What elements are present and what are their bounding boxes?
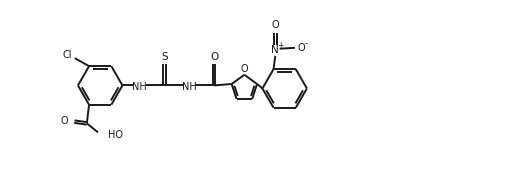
Text: NH: NH — [132, 82, 147, 92]
Text: O: O — [297, 43, 305, 53]
Text: O: O — [210, 52, 218, 62]
Text: O: O — [241, 64, 248, 74]
Text: O: O — [61, 116, 69, 126]
Text: O: O — [271, 20, 279, 30]
Text: N: N — [271, 44, 279, 55]
Text: +: + — [278, 41, 284, 50]
Text: NH: NH — [182, 82, 197, 92]
Text: HO: HO — [108, 130, 123, 140]
Text: Cl: Cl — [63, 50, 73, 60]
Text: -: - — [304, 39, 308, 48]
Text: S: S — [161, 52, 168, 62]
